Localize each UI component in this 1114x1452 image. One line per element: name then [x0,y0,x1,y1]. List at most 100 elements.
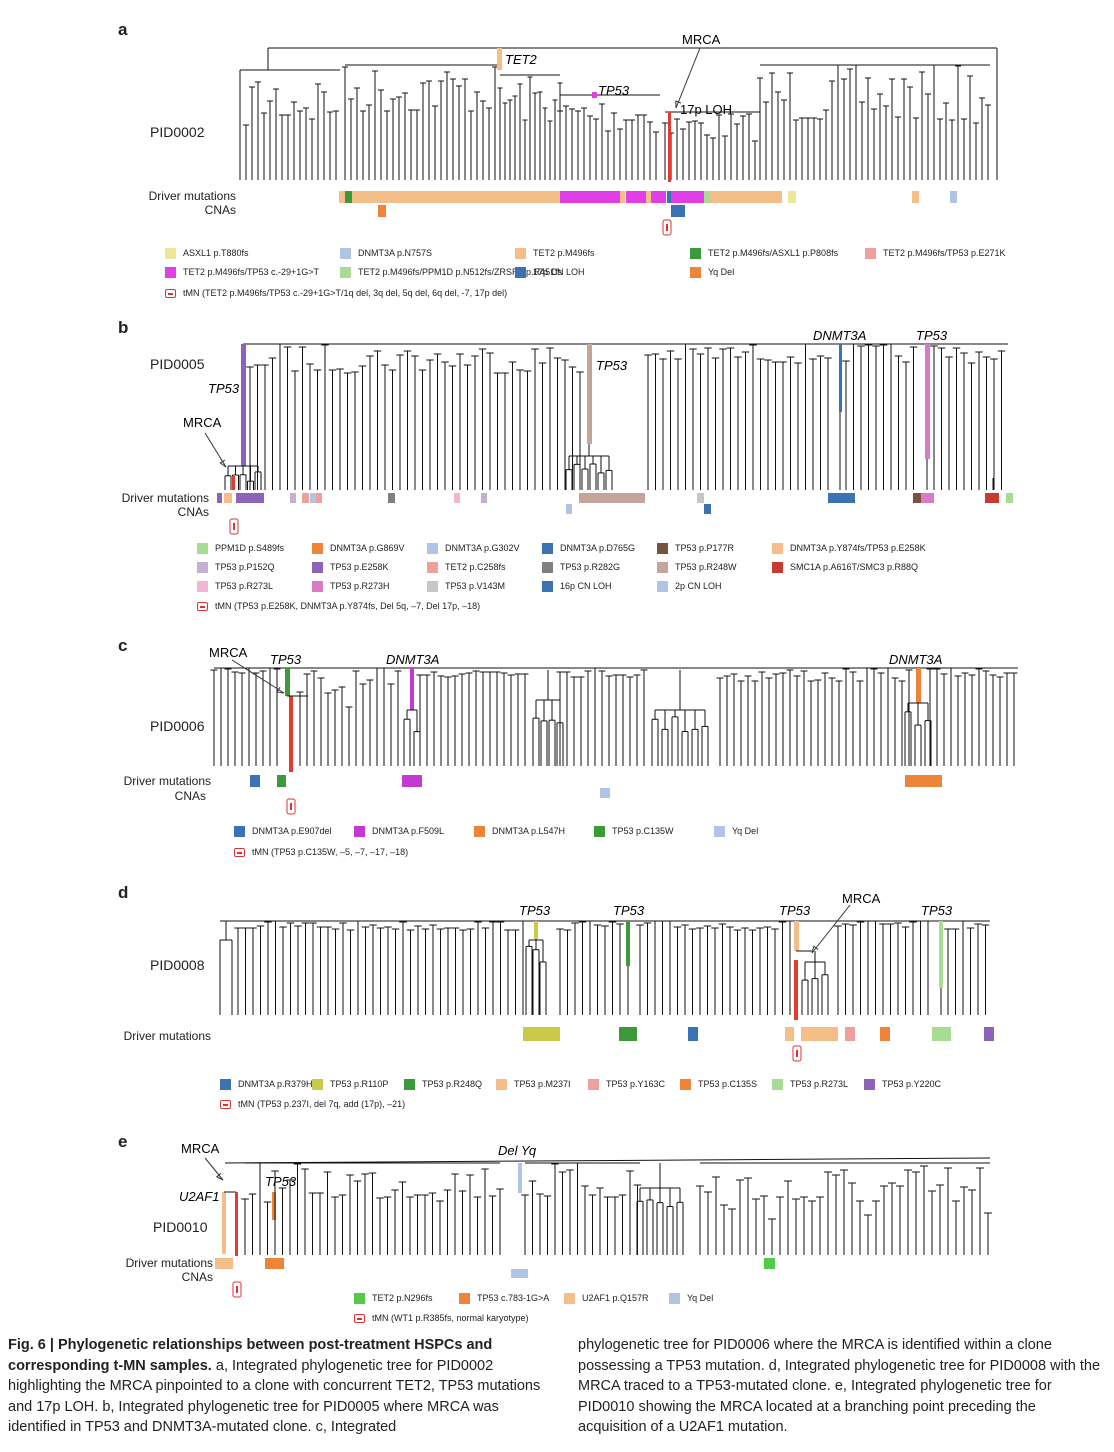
driver-mutation-bar [984,1027,994,1041]
label-tp53-d1: TP53 [519,903,551,918]
row-label-driver-c: Driver mutations [123,774,211,788]
cna-bar [378,205,386,217]
legend-swatch [690,267,701,279]
driver-mutation-bar [290,493,296,503]
legend-item: TP53 p.R273H [312,580,390,593]
legend-item: Yq Del [669,1292,713,1305]
legend-swatch [496,1079,507,1091]
driver-mutation-bar [316,493,322,503]
label-del-yq: Del Yq [498,1143,537,1158]
legend-swatch [474,826,485,838]
legend-item: Yq Del [690,266,734,279]
tmn-marker-d-mark [796,1050,798,1057]
legend-swatch [459,1293,470,1305]
driver-mutation-bar [265,1258,284,1269]
row-label-cna-e: CNAs [181,1270,213,1284]
row-label-driver-a: Driver mutations [148,189,236,203]
legend-tmn-label: tMN (TP53 p.E258K, DNMT3A p.Y874fs, Del … [215,601,481,611]
legend-label: U2AF1 p.Q157R [582,1293,649,1303]
label-tp53-c: TP53 [270,652,302,667]
branch-tp53-b2 [587,344,592,444]
branch-tmn-d [794,960,798,1020]
label-mrca-e: MRCA [181,1141,220,1156]
legend-label: DNMT3A p.Y874fs/TP53 p.E258K [790,543,926,553]
branch-tmn-e [235,1192,238,1256]
caption-body-left: a, Integrated phylogenetic tree for PID0… [8,1357,541,1436]
branch-tp53-b3 [925,344,930,459]
legend-item: TP53 p.R282G [542,561,620,574]
legend-label: TP53 p.C135W [612,826,674,836]
legend-item: ASXL1 p.T880fs [165,247,249,260]
phylogenetic-tree-a: TET2 MRCA TP53 17p LOH [239,32,998,236]
legend-label: TET2 p.N296fs [372,1293,433,1303]
legend-swatch [234,826,245,838]
driver-mutation-bar [481,493,487,503]
legend-tmn: tMN (TP53 p.237I, del 7q, add (17p), –21… [220,1098,405,1110]
driver-mutation-bar [620,191,625,203]
legend-item: SMC1A p.A616T/SMC3 p.R88Q [772,561,919,574]
tmn-icon [220,1100,231,1110]
driver-mutation-bar [236,493,264,503]
driver-mutation-bar [310,493,316,503]
legend-label: TP53 p.P177R [675,543,735,553]
sample-id-d: PID0008 [150,957,205,973]
legend-label: TP53 p.R273L [215,581,274,591]
legend-item: DNMT3A p.G302V [427,542,520,555]
legend-swatch [220,1079,231,1091]
legend-item: 16p CN LOH [542,580,612,593]
driver-mutation-bar [845,1027,855,1041]
tmn-icon [354,1314,365,1324]
tmn-icon [165,289,176,299]
driver-mutation-bar [671,191,704,203]
branch-tp53-d2 [626,921,630,966]
legend-item: DNMT3A p.R379H [220,1078,313,1091]
driver-mutation-bar [619,1027,637,1041]
cna-bar [600,788,610,798]
legend-item: TP53 p.Y163C [588,1078,665,1091]
mrca-arrow-e [204,1157,224,1181]
driver-mutation-bar [704,191,710,203]
legend-item: TP53 p.R273L [772,1078,848,1091]
legend-label: Yq Del [732,826,759,836]
driver-mutation-bar [828,493,855,503]
mrca-arrow-a [675,47,701,109]
legend-item: TET2 p.M496fs [515,247,595,260]
legend-tmn-label: tMN (TP53 p.237I, del 7q, add (17p), –21… [238,1099,406,1109]
panel-letter-c: c [118,636,128,655]
driver-mutation-bar [932,1027,951,1041]
legend-tmn: tMN (WT1 p.R385fs, normal karyotype) [354,1312,529,1324]
legend-label: SMC1A p.A616T/SMC3 p.R88Q [790,562,919,572]
mrca-arrow-c [231,659,285,694]
tmn-icon [197,602,208,612]
legend-item: TP53 p.P152Q [197,561,275,574]
legend-label: TP53 p.R110P [330,1079,389,1089]
legend-label: DNMT3A p.L547H [492,826,566,836]
driver-mutation-bar [1006,493,1013,503]
legend-item: TP53 p.C135W [594,825,674,838]
legend-swatch [690,248,701,260]
mrca-arrow-e-head [215,1172,224,1181]
driver-mutation-bar [985,493,999,503]
legend-swatch [404,1079,415,1091]
cna-bar [566,504,572,514]
driver-mutation-bar [579,493,645,503]
tmn-marker-c [286,798,296,815]
label-tp53-d2: TP53 [613,903,645,918]
driver-mutation-bar [651,191,666,203]
driver-mutation-bar [302,493,309,503]
legend-label: TP53 p.Y220C [882,1079,942,1089]
branch-tp53-d3 [794,921,799,951]
phylogenetic-tree-d: TP53 TP53 TP53 MRCA TP53 [219,891,994,1062]
legend-item: U2AF1 p.Q157R [564,1292,649,1305]
label-tp53-e: TP53 [265,1174,297,1189]
legend-label: TET2 p.M496fs/PPM1D p.N512fs/ZRSR2 p.R45… [358,267,563,277]
legend-swatch [354,1293,365,1305]
branch-dnmt3a-c1 [410,668,414,710]
driver-mutation-bar [880,1027,890,1041]
legend-tmn-label: tMN (TET2 p.M496fs/TP53 c.-29+1G>T/1q de… [183,288,508,298]
legend-swatch [354,826,365,838]
tmn-marker-b [229,518,239,535]
legend-label: 17p CN LOH [533,267,585,277]
legend-swatch [680,1079,691,1091]
legend-item: DNMT3A p.G869V [312,542,405,555]
